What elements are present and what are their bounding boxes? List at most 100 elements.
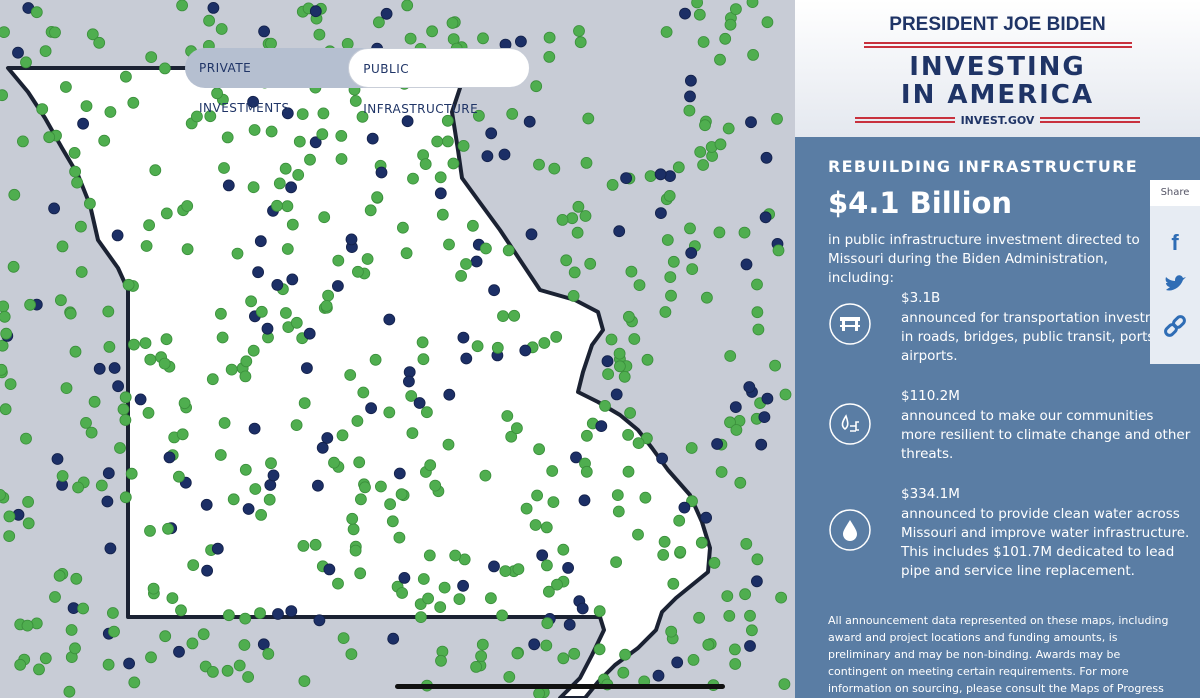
- project-dot[interactable]: [119, 414, 132, 426]
- project-dot[interactable]: [178, 397, 191, 410]
- project-dot[interactable]: [123, 657, 136, 670]
- project-dot[interactable]: [633, 279, 646, 292]
- project-dot[interactable]: [102, 467, 115, 480]
- project-dot[interactable]: [610, 388, 623, 401]
- project-dot[interactable]: [424, 459, 437, 472]
- project-dot[interactable]: [729, 658, 742, 670]
- project-dot[interactable]: [3, 510, 16, 523]
- project-dot[interactable]: [417, 573, 430, 585]
- project-dot[interactable]: [614, 360, 626, 373]
- project-dot[interactable]: [163, 451, 176, 464]
- project-dot[interactable]: [520, 502, 533, 515]
- project-dot[interactable]: [344, 369, 357, 381]
- project-dot[interactable]: [16, 135, 29, 148]
- project-dot[interactable]: [606, 178, 619, 191]
- project-dot[interactable]: [460, 352, 473, 365]
- project-dot[interactable]: [531, 489, 543, 502]
- project-dot[interactable]: [460, 258, 472, 270]
- project-dot[interactable]: [158, 357, 171, 370]
- project-dot[interactable]: [281, 107, 294, 120]
- project-dot[interactable]: [108, 625, 120, 638]
- project-dot[interactable]: [149, 164, 162, 177]
- project-dot[interactable]: [721, 590, 734, 602]
- project-dot[interactable]: [540, 639, 553, 652]
- project-dot[interactable]: [574, 36, 587, 49]
- project-dot[interactable]: [173, 645, 185, 658]
- toggle-button[interactable]: PUBLIC INFRASTRUCTURE: [348, 48, 530, 116]
- project-dot[interactable]: [622, 428, 634, 441]
- project-dot[interactable]: [772, 244, 785, 257]
- project-dot[interactable]: [708, 557, 721, 569]
- project-dot[interactable]: [685, 247, 698, 259]
- project-dot[interactable]: [686, 263, 699, 276]
- project-dot[interactable]: [496, 609, 509, 622]
- project-dot[interactable]: [147, 582, 160, 595]
- project-dot[interactable]: [443, 388, 456, 401]
- project-dot[interactable]: [543, 31, 556, 44]
- project-dot[interactable]: [107, 607, 119, 619]
- project-dot[interactable]: [56, 240, 69, 253]
- project-dot[interactable]: [724, 350, 737, 362]
- project-dot[interactable]: [655, 207, 667, 220]
- project-dot[interactable]: [221, 131, 234, 144]
- project-dot[interactable]: [144, 525, 156, 537]
- project-dot[interactable]: [265, 457, 277, 470]
- project-dot[interactable]: [740, 538, 753, 550]
- project-dot[interactable]: [701, 291, 713, 304]
- project-dot[interactable]: [86, 28, 99, 41]
- project-dot[interactable]: [345, 233, 358, 246]
- project-dot[interactable]: [429, 479, 442, 492]
- project-dot[interactable]: [322, 289, 335, 302]
- project-dot[interactable]: [402, 375, 415, 388]
- project-dot[interactable]: [747, 49, 759, 61]
- project-dot[interactable]: [101, 495, 114, 508]
- project-dot[interactable]: [36, 103, 49, 115]
- project-dot[interactable]: [383, 313, 396, 326]
- project-dot[interactable]: [667, 577, 680, 590]
- project-dot[interactable]: [744, 640, 756, 652]
- project-dot[interactable]: [778, 678, 791, 690]
- project-dot[interactable]: [204, 110, 217, 123]
- project-dot[interactable]: [755, 438, 768, 451]
- project-dot[interactable]: [556, 213, 569, 226]
- project-dot[interactable]: [84, 197, 96, 210]
- project-dot[interactable]: [181, 200, 194, 212]
- project-dot[interactable]: [654, 168, 667, 181]
- link-button[interactable]: [1164, 315, 1186, 337]
- project-dot[interactable]: [550, 330, 563, 343]
- project-dot[interactable]: [729, 401, 742, 414]
- project-dot[interactable]: [442, 438, 455, 451]
- project-dot[interactable]: [566, 212, 579, 225]
- project-dot[interactable]: [49, 26, 61, 39]
- project-dot[interactable]: [316, 128, 329, 141]
- project-dot[interactable]: [431, 135, 444, 148]
- project-dot[interactable]: [249, 483, 262, 495]
- project-dot[interactable]: [22, 517, 35, 530]
- project-dot[interactable]: [612, 505, 625, 518]
- project-dot[interactable]: [281, 243, 294, 255]
- project-dot[interactable]: [160, 333, 173, 346]
- project-dot[interactable]: [0, 363, 8, 376]
- project-dot[interactable]: [746, 624, 758, 637]
- project-dot[interactable]: [21, 619, 34, 632]
- project-dot[interactable]: [758, 411, 771, 424]
- project-dot[interactable]: [98, 134, 111, 147]
- project-dot[interactable]: [176, 0, 188, 12]
- project-dot[interactable]: [769, 359, 781, 372]
- project-dot[interactable]: [413, 397, 426, 409]
- project-dot[interactable]: [258, 25, 271, 38]
- project-dot[interactable]: [252, 266, 265, 279]
- project-dot[interactable]: [406, 427, 419, 440]
- project-dot[interactable]: [393, 467, 406, 480]
- project-dot[interactable]: [512, 563, 525, 575]
- project-dot[interactable]: [351, 265, 364, 278]
- project-dot[interactable]: [434, 171, 447, 184]
- project-dot[interactable]: [64, 307, 77, 320]
- project-dot[interactable]: [466, 219, 479, 232]
- project-dot[interactable]: [567, 289, 580, 302]
- project-dot[interactable]: [122, 278, 135, 291]
- project-dot[interactable]: [347, 523, 360, 536]
- project-dot[interactable]: [145, 51, 158, 63]
- project-dot[interactable]: [371, 191, 384, 204]
- project-dot[interactable]: [610, 556, 622, 568]
